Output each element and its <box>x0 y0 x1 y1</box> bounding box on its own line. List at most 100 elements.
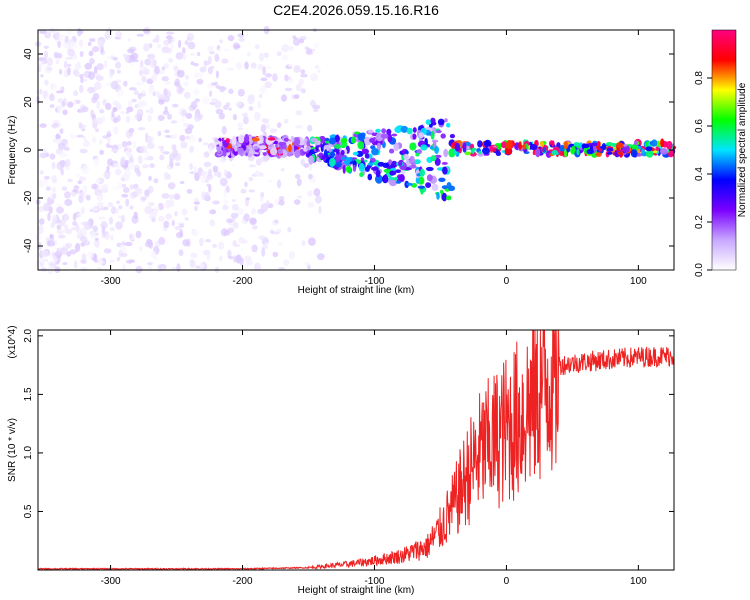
spectrogram-cell <box>481 147 490 155</box>
spectrogram-cell <box>70 227 77 231</box>
spectrogram-cell <box>241 239 248 244</box>
spectrogram-cell <box>206 183 210 187</box>
spectrogram-y-label: Frequency (Hz) <box>7 116 18 185</box>
spectrogram-cell <box>383 173 388 183</box>
spectrogram-cell <box>304 262 311 267</box>
spectrogram-cell <box>193 88 200 96</box>
y-tick-label: -40 <box>23 238 34 253</box>
spectrogram-cell <box>74 70 80 77</box>
spectrogram-cell <box>124 54 129 62</box>
spectrogram-cell <box>478 150 482 155</box>
spectrogram-cell <box>97 257 103 267</box>
spectrogram-cell <box>67 178 73 183</box>
spectrogram-cell <box>112 56 118 61</box>
spectrogram-cell <box>132 140 137 149</box>
spectrogram-cell <box>197 113 204 120</box>
spectrogram-cell <box>178 249 184 257</box>
spectrogram-cell <box>232 163 236 167</box>
spectrogram-cell <box>195 265 201 269</box>
spectrogram-x-axis: -300 -200 -100 0 100 <box>101 30 647 287</box>
spectrogram-cell <box>202 96 209 105</box>
spectrogram-cell <box>210 65 215 70</box>
spectrogram-cell <box>67 101 74 108</box>
colorbar-label: Normalized spectral amplitude <box>737 82 748 217</box>
spectrogram-cell <box>148 201 155 207</box>
spectrogram-cell <box>215 70 219 79</box>
spectrogram-cell <box>55 250 63 258</box>
spectrogram-cell <box>211 98 218 103</box>
spectrogram-cell <box>91 46 100 53</box>
spectrogram-cell <box>324 137 330 142</box>
spectrogram-cell <box>208 90 213 97</box>
spectrogram-cell <box>180 109 188 117</box>
spectrogram-cell <box>223 169 228 177</box>
spectrogram-cell <box>563 149 568 158</box>
spectrogram-cell <box>100 221 108 230</box>
spectrogram-cell <box>283 137 289 142</box>
spectrogram-cell <box>104 60 108 69</box>
spectrogram-cell <box>263 131 267 135</box>
spectrogram-cell <box>462 142 467 151</box>
spectrogram-cell <box>431 183 439 191</box>
spectrogram-cell <box>128 233 133 239</box>
spectrogram-cell <box>147 53 156 60</box>
spectrogram-cell <box>137 93 142 100</box>
spectrogram-cell <box>230 212 239 219</box>
spectrogram-cell <box>184 217 189 221</box>
spectrogram-cell <box>204 60 211 65</box>
spectrogram-cell <box>259 197 264 202</box>
spectrogram-cell <box>364 153 370 159</box>
spectrogram-cell <box>434 146 439 154</box>
spectrogram-cell <box>264 242 269 247</box>
spectrogram-cell <box>79 148 88 154</box>
spectrogram-cell <box>65 158 71 166</box>
spectrogram-cell <box>187 41 196 50</box>
spectrogram-cell <box>57 247 65 253</box>
spectrogram-cell <box>73 90 79 97</box>
spectrogram-cell <box>74 63 82 71</box>
spectrogram-cell <box>190 101 198 110</box>
spectrogram-cell <box>127 48 135 54</box>
spectrogram-cell <box>121 141 128 148</box>
spectrogram-cell <box>90 206 99 212</box>
spectrogram-cell <box>315 195 322 204</box>
spectrogram-cell <box>263 52 269 58</box>
snr-series <box>37 329 675 571</box>
spectrogram-cell <box>107 158 113 166</box>
spectrogram-cell <box>581 143 590 149</box>
spectrogram-cell <box>273 128 278 133</box>
spectrogram-cell <box>573 142 580 147</box>
spectrogram-cell <box>429 123 433 128</box>
spectrogram-cell <box>340 149 345 156</box>
x-tick-label: 0 <box>504 276 510 287</box>
spectrogram-cell <box>51 175 57 184</box>
spectrogram-cell <box>251 244 258 253</box>
spectrogram-cell <box>190 52 195 56</box>
spectrogram-cell <box>99 139 103 145</box>
spectrogram-cell <box>171 219 175 227</box>
spectrogram-cell <box>248 106 254 111</box>
spectrogram-cell <box>148 86 155 95</box>
spectrogram-cell <box>364 159 368 163</box>
snr-y-multiplier: (x10^4) <box>7 325 18 358</box>
spectrogram-y-axis: -40 -20 0 20 40 <box>23 48 674 253</box>
spectrogram-cell <box>135 230 142 239</box>
spectrogram-cell <box>265 73 272 78</box>
spectrogram-cell <box>390 167 397 172</box>
spectrogram-cell <box>42 148 46 153</box>
x-tick-label: -100 <box>364 276 384 287</box>
spectrogram-cell <box>150 73 158 82</box>
y-tick-label: -20 <box>23 190 34 205</box>
spectrogram-cell <box>105 102 112 110</box>
spectrogram-cell <box>56 229 65 234</box>
spectrogram-cell <box>260 203 269 212</box>
spectrogram-cell <box>167 182 176 190</box>
spectrogram-cell <box>141 75 147 83</box>
spectrogram-cell <box>217 146 221 154</box>
spectrogram-cell <box>168 194 176 199</box>
spectrogram-cell <box>184 40 189 46</box>
spectrogram-cell <box>243 213 250 222</box>
spectrogram-cell <box>212 243 218 248</box>
spectrogram-cell <box>314 65 320 69</box>
